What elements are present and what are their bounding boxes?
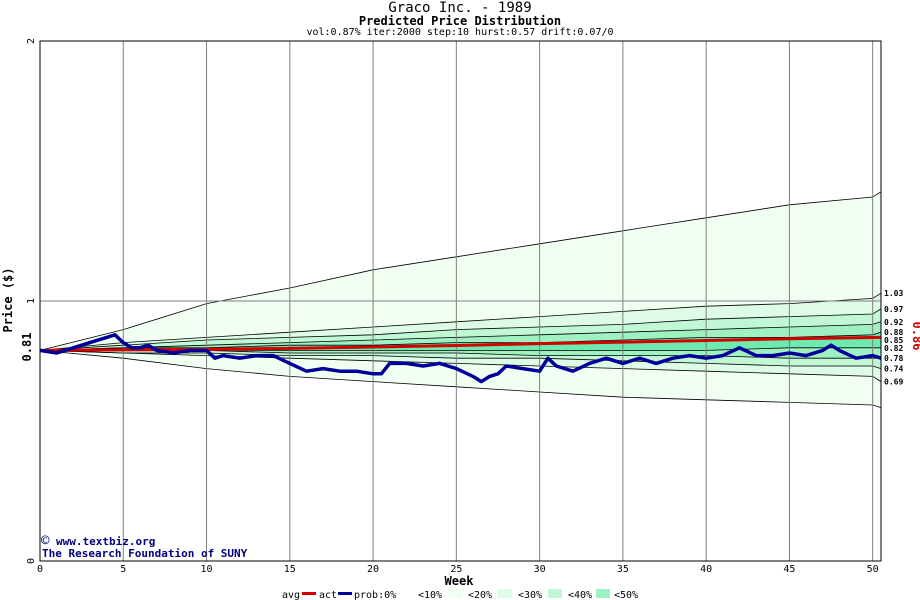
- legend-swatch-4: [596, 589, 610, 598]
- x-tick-label-30: 30: [534, 564, 546, 575]
- chart-subtitle: Predicted Price Distribution: [358, 14, 562, 28]
- x-tick-label-15: 15: [284, 564, 296, 575]
- chart-title: Graco Inc. - 1989: [388, 0, 532, 16]
- legend-swatch-3: [548, 589, 562, 598]
- band-2-lower-edge: [39, 350, 882, 382]
- chart-params: vol:0.87% iter:2000 step:10 hurst:0.57 d…: [306, 27, 614, 38]
- band-3-upper-edge: [39, 308, 882, 351]
- axis-ticks: 0 5 10 15 20 25 30 35 40 45 50 0 1 2: [26, 38, 879, 575]
- legend-item-3: <30%: [518, 590, 542, 600]
- watermark-org: The Research Foundation of SUNY: [42, 547, 248, 560]
- band-2-upper-edge: [39, 292, 882, 351]
- series-act-line: [39, 333, 882, 384]
- legend-item-1: <10%: [418, 590, 442, 600]
- legend-swatch-0: [398, 589, 412, 598]
- right-label-5: 0.82: [884, 344, 903, 353]
- y-tick-label-2: 2: [26, 38, 37, 44]
- x-tick-label-0: 0: [37, 564, 43, 575]
- x-tick-label-45: 45: [783, 564, 795, 575]
- band-5: [40, 332, 881, 351]
- right-label-4: 0.85: [884, 336, 903, 345]
- x-tick-label-50: 50: [867, 564, 879, 575]
- legend-act-label: act: [319, 590, 337, 600]
- series-avg-line: [39, 335, 882, 352]
- y-axis-label: Price ($): [1, 267, 15, 332]
- band-5-upper-edge: [39, 331, 882, 351]
- start-price-label: 0.81: [20, 333, 34, 362]
- right-label-2: 0.92: [884, 318, 903, 327]
- y-tick-label-0: 0: [26, 558, 37, 564]
- legend-item-5: <50%: [614, 590, 638, 600]
- right-label-1: 0.97: [884, 305, 903, 314]
- legend-swatch-2: [498, 589, 512, 598]
- legend-prob-label: prob:0%: [354, 590, 396, 600]
- series-lines: [39, 333, 882, 384]
- right-label-3: 0.88: [884, 328, 903, 337]
- band-1: [40, 191, 881, 408]
- x-tick-label-25: 25: [450, 564, 462, 575]
- grid-lines: [40, 41, 881, 561]
- x-axis-label: Week: [445, 574, 475, 588]
- legend-item-2: <20%: [468, 590, 492, 600]
- x-tick-label-35: 35: [617, 564, 629, 575]
- watermark-url: www.textbiz.org: [56, 535, 155, 548]
- final-price-label: 0.86: [910, 322, 920, 351]
- legend-avg-label: avg: [282, 590, 300, 600]
- right-label-7: 0.74: [884, 365, 903, 374]
- band-1-lower-edge: [39, 350, 882, 408]
- x-tick-label-5: 5: [120, 564, 126, 575]
- right-price-labels: 1.03 0.97 0.920.880.850.820.78 0.74 0.69: [884, 289, 903, 386]
- x-tick-label-20: 20: [367, 564, 379, 575]
- copyright-icon: ©: [41, 533, 50, 549]
- band-1-upper-edge: [39, 191, 882, 351]
- y-tick-label-1: 1: [26, 298, 37, 304]
- legend: avg act prob:0% <10% <20% <30% <40% <50%: [282, 589, 638, 600]
- legend-swatch-1: [448, 589, 462, 598]
- x-tick-label-40: 40: [700, 564, 712, 575]
- legend-avg-swatch: [302, 592, 316, 595]
- right-label-0: 1.03: [884, 289, 903, 298]
- plot-frame: [39, 40, 882, 562]
- legend-act-swatch: [338, 592, 352, 595]
- legend-item-4: <40%: [568, 590, 592, 600]
- band-3-lower-edge: [39, 350, 882, 369]
- x-tick-label-10: 10: [201, 564, 213, 575]
- probability-bands: [39, 191, 882, 408]
- band-4-upper-edge: [39, 321, 882, 351]
- right-label-6: 0.78: [884, 354, 903, 363]
- right-label-8: 0.69: [884, 378, 903, 387]
